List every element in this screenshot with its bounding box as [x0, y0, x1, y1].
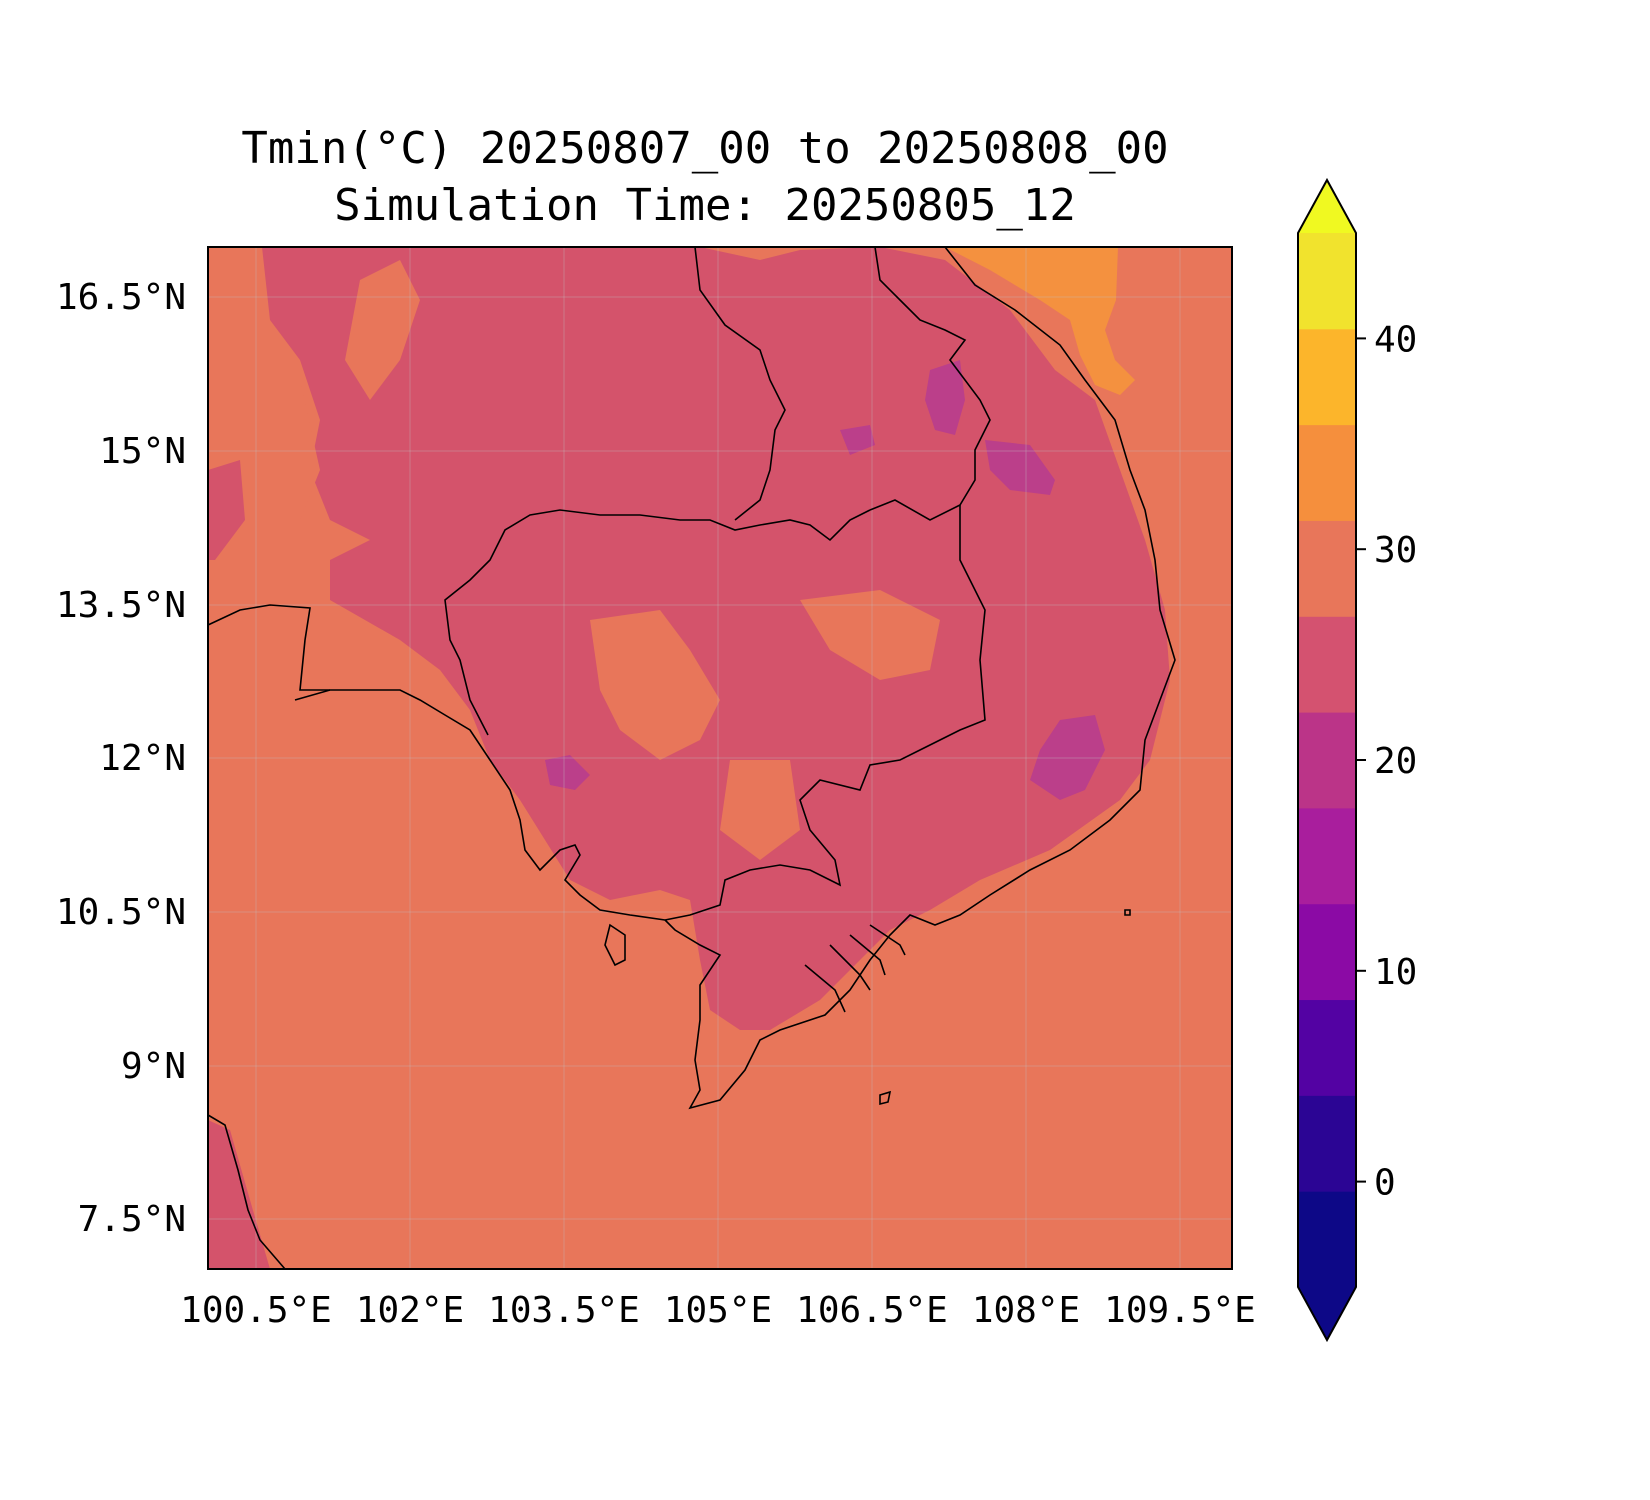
coastlines-borders — [207, 246, 1176, 1270]
field-patch-warm — [945, 247, 1135, 395]
field-patch-interior-2 — [800, 590, 940, 680]
map-frame — [207, 246, 1233, 1270]
coastline-southwest — [207, 1114, 286, 1270]
lon-label: 103.5°E — [488, 1290, 640, 1331]
colorbar-tick-label: 0 — [1374, 1163, 1396, 1204]
border-laos-thailand — [694, 246, 786, 521]
colorbar-segment — [1298, 712, 1356, 809]
field-patch-cool-4 — [840, 425, 875, 455]
border-thai-cambodia — [444, 509, 871, 736]
coastline-west — [207, 604, 330, 691]
colorbar-segment — [1298, 1095, 1356, 1192]
colorbar-segment — [1298, 233, 1356, 330]
field-patch-cool-3 — [1030, 715, 1105, 800]
lon-label: 102°E — [356, 1290, 464, 1331]
colorbar-segment — [1298, 616, 1356, 713]
lat-label: 12°N — [99, 738, 186, 779]
field-patch-interior-3 — [720, 760, 800, 860]
delta-channel — [849, 934, 886, 976]
map-subtitle: Simulation Time: 20250805_12 — [334, 180, 1076, 231]
lat-label: 16.5°N — [56, 277, 186, 318]
field-patch-cool-1 — [925, 360, 965, 435]
field-patch-interior-5 — [240, 380, 320, 540]
island — [879, 1090, 892, 1106]
lat-label: 7.5°N — [78, 1199, 186, 1240]
colorbar-segment — [1298, 807, 1356, 905]
field-patch-north — [262, 247, 1170, 1030]
delta-channel — [869, 924, 906, 956]
coastline-vietnam — [664, 246, 1176, 1110]
lon-label: 109.5°E — [1104, 1290, 1256, 1331]
map-title: Tmin(°C) 20250807_00 to 20250808_00 — [241, 123, 1168, 174]
colorbar-outline — [1297, 177, 1357, 1343]
colorbar-segment — [1298, 328, 1356, 426]
temperature-field — [208, 247, 1170, 1269]
lon-axis: 100.5°E 102°E 103.5°E 105°E 106.5°E 108°… — [180, 1290, 1256, 1331]
colorbar: 0 10 20 30 40 — [1297, 177, 1417, 1343]
delta-channel — [804, 964, 846, 1013]
lon-label: 105°E — [664, 1290, 772, 1331]
lon-label: 100.5°E — [180, 1290, 332, 1331]
lat-label: 9°N — [121, 1046, 186, 1087]
field-patch-southwest — [208, 1120, 270, 1269]
colorbar-extend-max — [1298, 180, 1356, 233]
lat-axis: 16.5°N 15°N 13.5°N 12°N 10.5°N 9°N 7.5°N — [56, 277, 186, 1240]
lat-label: 10.5°N — [56, 892, 186, 933]
lon-label: 108°E — [972, 1290, 1080, 1331]
lon-label: 106.5°E — [796, 1290, 948, 1331]
coastline-cambodia — [294, 689, 666, 921]
colorbar-tick-label: 10 — [1374, 952, 1417, 993]
lat-label: 13.5°N — [56, 585, 186, 626]
colorbar-segment — [1298, 1191, 1356, 1288]
map-panel — [207, 246, 1233, 1270]
field-patch-interior-1 — [590, 610, 720, 760]
island — [1124, 909, 1131, 916]
delta-channel — [829, 944, 871, 991]
colorbar-extend-min — [1298, 1287, 1356, 1340]
colorbar-segment — [1298, 903, 1356, 1001]
border-east — [869, 246, 991, 521]
colorbar-segment — [1298, 424, 1356, 521]
lat-label: 15°N — [99, 431, 186, 472]
colorbar-tick-label: 40 — [1374, 319, 1417, 360]
colorbar-segment — [1298, 999, 1356, 1096]
field-patch-interior-4 — [345, 260, 420, 400]
border-cambodia-vietnam — [664, 505, 986, 921]
gridlines — [208, 247, 1232, 1269]
island — [604, 923, 626, 967]
field-patch-cool-5 — [545, 755, 590, 790]
colorbar-segment — [1298, 520, 1356, 617]
colorbar-tick-label: 20 — [1374, 741, 1417, 782]
colorbar-tick-label: 30 — [1374, 530, 1417, 571]
field-patch-cool-2 — [985, 440, 1055, 495]
field-patch-west — [208, 460, 245, 560]
